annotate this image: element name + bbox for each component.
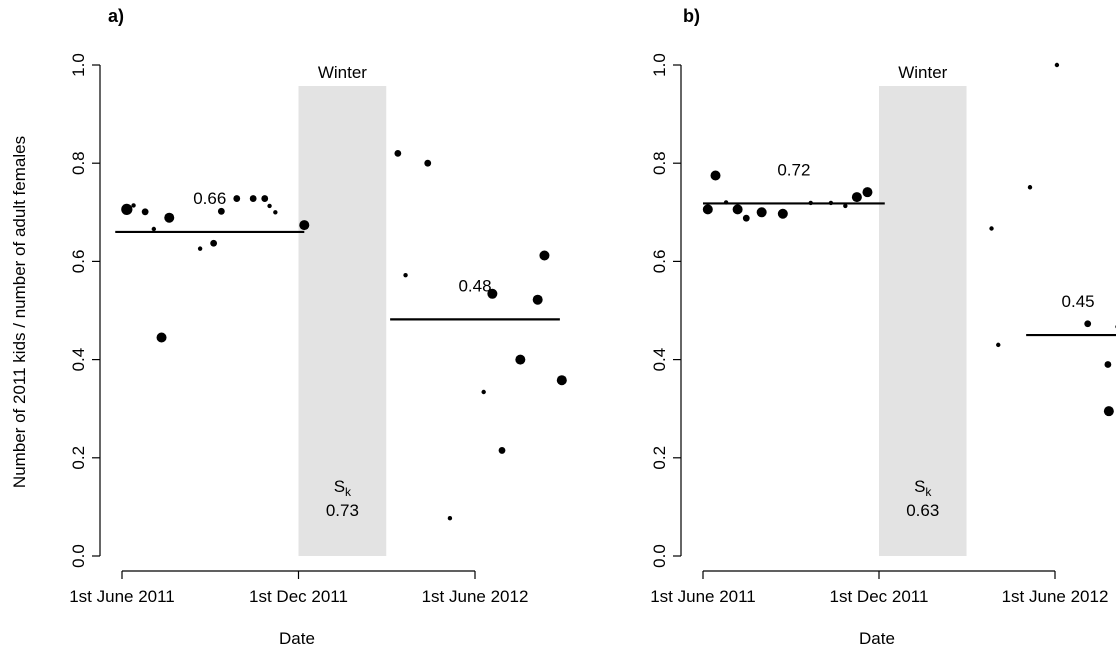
data-point [403, 272, 408, 278]
y-tick-label: 1.0 [69, 53, 88, 77]
data-point [249, 195, 257, 202]
survival-value: 0.63 [906, 501, 939, 520]
winter-label: Winter [898, 63, 947, 82]
data-point [1104, 361, 1112, 368]
data-point [777, 208, 788, 219]
x-tick-label: 1st Dec 2011 [249, 587, 348, 606]
data-point [828, 200, 834, 206]
winter-label: Winter [318, 63, 367, 82]
data-point [742, 214, 750, 222]
x-tick-label: 1st June 2011 [69, 587, 175, 606]
panel-a: Winter Sk 0.73 0.0 0.2 0.4 0.6 0.8 1.0 1st June 2… [69, 6, 567, 648]
data-point [487, 288, 498, 299]
survival-symbol-main: S [334, 477, 345, 496]
survival-symbol-subscript: k [345, 485, 352, 499]
data-point [843, 203, 848, 209]
data-point [498, 447, 506, 454]
x-tick-label: 1st June 2012 [422, 587, 529, 606]
data-point [723, 200, 729, 205]
winter-band [298, 86, 387, 556]
data-point [996, 342, 1001, 348]
data-point [164, 212, 175, 223]
data-point [447, 515, 453, 521]
data-point [125, 206, 133, 214]
y-tick-label: 1.0 [650, 53, 669, 77]
winter-band [879, 86, 967, 556]
panel-label: a) [108, 6, 124, 26]
y-tick-label: 0.4 [650, 348, 669, 372]
data-point [1103, 406, 1114, 417]
panel-b: Winter Sk 0.63 0.0 0.2 0.4 0.6 0.8 1.0 1st June 2… [650, 6, 1116, 648]
data-point [197, 246, 203, 251]
y-tick-label: 0.6 [650, 250, 669, 274]
y-tick-label: 0.4 [69, 348, 88, 372]
data-point [210, 239, 218, 247]
data-point [1054, 62, 1060, 68]
data-point [556, 375, 567, 386]
data-point [424, 159, 432, 167]
data-point [233, 195, 241, 202]
y-tick-label: 0.0 [650, 544, 669, 568]
x-axis-title: Date [859, 629, 895, 648]
survival-symbol: Sk [334, 477, 352, 499]
data-point [539, 250, 550, 261]
survival-symbol: Sk [914, 477, 932, 499]
data-point [481, 389, 486, 395]
survival-symbol-main: S [914, 477, 925, 496]
data-point [532, 294, 543, 305]
data-point [299, 220, 310, 231]
data-point [141, 208, 149, 216]
x-tick-label: 1st June 2011 [650, 587, 756, 606]
data-point [267, 203, 272, 209]
mean-label: 0.66 [193, 189, 226, 208]
survival-value: 0.73 [326, 501, 359, 520]
y-tick-label: 0.8 [650, 151, 669, 175]
data-point [862, 187, 873, 198]
data-point [989, 226, 994, 231]
data-point [710, 170, 721, 181]
y-tick-label: 0.8 [69, 151, 88, 175]
data-point [151, 226, 157, 232]
y-tick-label: 0.2 [650, 446, 669, 470]
y-tick-label: 0.0 [69, 544, 88, 568]
data-point [515, 354, 526, 365]
y-tick-label: 0.6 [69, 250, 88, 274]
data-point [702, 204, 713, 215]
data-point [131, 203, 136, 208]
panel-label: b) [683, 6, 700, 26]
mean-label: 0.48 [458, 276, 491, 295]
mean-label: 0.45 [1062, 292, 1095, 311]
data-point [1027, 185, 1033, 190]
y-tick-label: 0.2 [69, 446, 88, 470]
data-point [273, 210, 278, 215]
data-point [394, 149, 402, 157]
data-point [732, 204, 743, 215]
data-point [756, 207, 767, 218]
x-tick-label: 1st Dec 2011 [830, 587, 929, 606]
x-tick-label: 1st June 2012 [1002, 587, 1109, 606]
data-point [261, 195, 269, 202]
data-point [217, 207, 225, 215]
mean-label: 0.72 [777, 160, 810, 179]
survival-symbol-subscript: k [925, 485, 932, 499]
data-point [1084, 320, 1092, 328]
data-point [808, 200, 813, 206]
y-axis-title: Number of 2011 kids / number of adult fe… [10, 136, 29, 488]
data-point [851, 192, 862, 203]
data-point [156, 332, 167, 343]
x-axis-title: Date [279, 629, 315, 648]
